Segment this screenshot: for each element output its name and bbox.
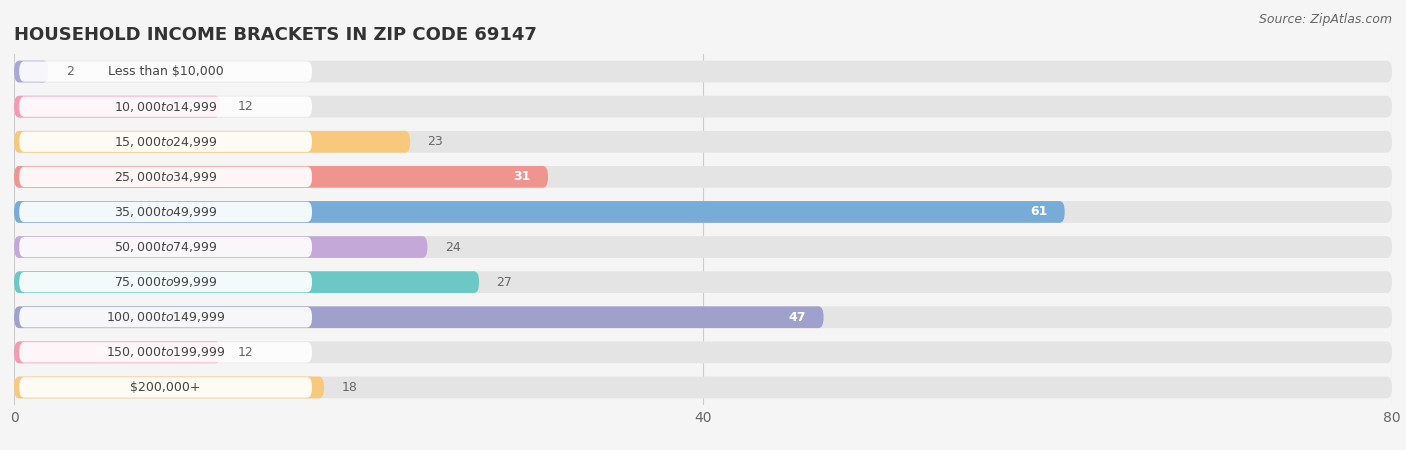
FancyBboxPatch shape (14, 96, 1392, 117)
Text: $25,000 to $34,999: $25,000 to $34,999 (114, 170, 218, 184)
Text: 47: 47 (789, 311, 807, 324)
FancyBboxPatch shape (14, 131, 411, 153)
Text: 24: 24 (444, 241, 460, 253)
FancyBboxPatch shape (20, 307, 312, 328)
Text: 18: 18 (342, 381, 357, 394)
FancyBboxPatch shape (20, 166, 312, 187)
FancyBboxPatch shape (14, 306, 1392, 328)
FancyBboxPatch shape (14, 96, 221, 117)
FancyBboxPatch shape (20, 96, 312, 117)
Text: HOUSEHOLD INCOME BRACKETS IN ZIP CODE 69147: HOUSEHOLD INCOME BRACKETS IN ZIP CODE 69… (14, 26, 537, 44)
FancyBboxPatch shape (14, 131, 1392, 153)
FancyBboxPatch shape (14, 201, 1392, 223)
Text: $75,000 to $99,999: $75,000 to $99,999 (114, 275, 218, 289)
FancyBboxPatch shape (20, 131, 312, 152)
Text: $50,000 to $74,999: $50,000 to $74,999 (114, 240, 218, 254)
Text: $15,000 to $24,999: $15,000 to $24,999 (114, 135, 218, 149)
FancyBboxPatch shape (14, 236, 1392, 258)
Text: $10,000 to $14,999: $10,000 to $14,999 (114, 99, 218, 114)
FancyBboxPatch shape (20, 377, 312, 398)
FancyBboxPatch shape (14, 306, 824, 328)
Text: Source: ZipAtlas.com: Source: ZipAtlas.com (1258, 14, 1392, 27)
Text: 31: 31 (513, 171, 531, 183)
FancyBboxPatch shape (20, 342, 312, 363)
FancyBboxPatch shape (14, 271, 479, 293)
Text: $200,000+: $200,000+ (131, 381, 201, 394)
FancyBboxPatch shape (14, 377, 325, 398)
FancyBboxPatch shape (14, 201, 1064, 223)
FancyBboxPatch shape (20, 61, 312, 82)
Text: 27: 27 (496, 276, 512, 288)
FancyBboxPatch shape (14, 377, 1392, 398)
Text: 61: 61 (1031, 206, 1047, 218)
FancyBboxPatch shape (14, 61, 1392, 82)
FancyBboxPatch shape (14, 166, 548, 188)
FancyBboxPatch shape (14, 342, 221, 363)
FancyBboxPatch shape (20, 237, 312, 257)
FancyBboxPatch shape (14, 236, 427, 258)
Text: 12: 12 (238, 346, 253, 359)
FancyBboxPatch shape (20, 272, 312, 292)
FancyBboxPatch shape (20, 202, 312, 222)
FancyBboxPatch shape (14, 166, 1392, 188)
FancyBboxPatch shape (14, 61, 48, 82)
Text: 23: 23 (427, 135, 443, 148)
Text: 2: 2 (66, 65, 73, 78)
FancyBboxPatch shape (14, 342, 1392, 363)
Text: $100,000 to $149,999: $100,000 to $149,999 (105, 310, 225, 324)
Text: 12: 12 (238, 100, 253, 113)
Text: $150,000 to $199,999: $150,000 to $199,999 (105, 345, 225, 360)
Text: $35,000 to $49,999: $35,000 to $49,999 (114, 205, 218, 219)
Text: Less than $10,000: Less than $10,000 (108, 65, 224, 78)
FancyBboxPatch shape (14, 271, 1392, 293)
